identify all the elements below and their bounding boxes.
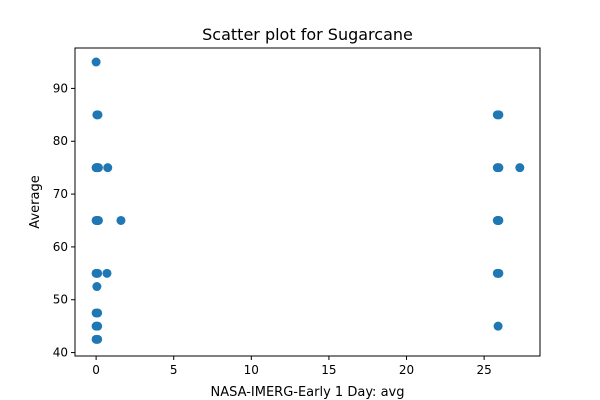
plot-frame [74,47,541,357]
scatter-point [93,268,103,278]
x-tick-label: 0 [92,363,100,377]
x-tick-label: 5 [170,363,178,377]
scatter-point [494,215,504,225]
y-axis-label: Average [28,175,43,228]
x-tick-label: 20 [399,363,414,377]
x-tick-label: 15 [321,363,336,377]
scatter-point [93,110,103,120]
x-axis: 0 5 10 15 20 25 [92,356,492,377]
scatter-point [116,215,126,225]
y-tick-label: 50 [53,293,68,307]
chart-title: Scatter plot for Sugarcane [202,25,413,44]
scatter-point [494,110,504,120]
y-tick-label: 70 [53,187,68,201]
y-tick-label: 40 [53,346,68,360]
x-tick-label: 10 [244,363,259,377]
y-tick-label: 80 [53,134,68,148]
x-axis-label: NASA-IMERG-Early 1 Day: avg [211,385,405,400]
scatter-point [93,308,103,318]
scatter-point [102,268,112,278]
scatter-point [493,321,503,331]
y-tick-label: 90 [53,81,68,95]
scatter-point [92,282,102,292]
scatter-point [93,321,103,331]
scatter-point [93,215,103,225]
scatter-point [494,268,504,278]
scatter-point [103,163,113,173]
scatter-point [515,163,525,173]
x-tick-label: 25 [476,363,491,377]
scatter-point [494,163,504,173]
y-tick-label: 60 [53,240,68,254]
scatter-point [93,163,103,173]
scatter-point [93,334,103,344]
scatter-point [91,57,101,67]
points-layer [91,57,525,344]
y-axis: 40 50 60 70 80 90 [53,81,75,360]
